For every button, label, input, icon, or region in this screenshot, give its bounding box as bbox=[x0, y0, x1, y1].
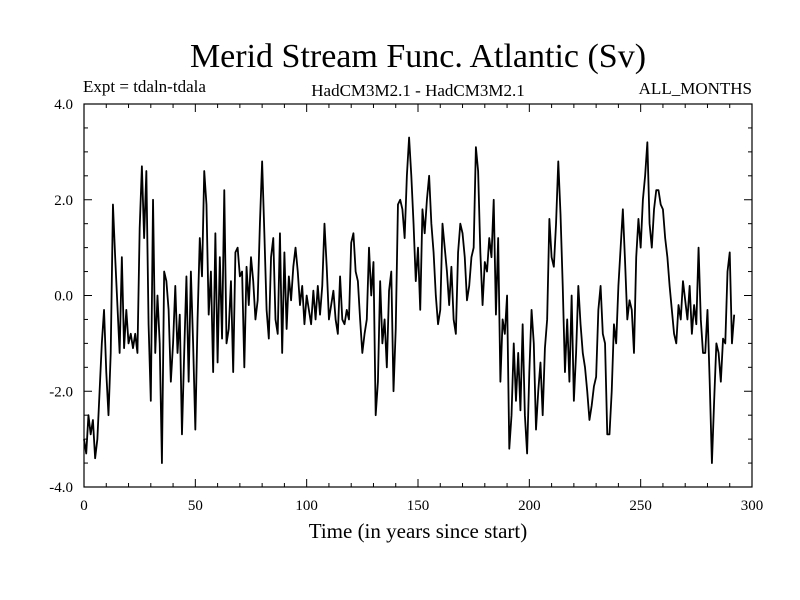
series-line bbox=[83, 136, 736, 464]
y-tick-label: 0.0 bbox=[54, 289, 73, 305]
y-tick-label: 4.0 bbox=[54, 97, 73, 113]
x-tick-label: 300 bbox=[741, 498, 764, 514]
y-tick-label: 2.0 bbox=[54, 193, 73, 209]
x-axis-label: Time (in years since start) bbox=[309, 519, 528, 543]
x-axis-tick-labels: 0 50 100 150 200 250 300 bbox=[80, 498, 763, 514]
y-tick-label: -4.0 bbox=[49, 480, 73, 496]
x-tick-label: 250 bbox=[629, 498, 652, 514]
chart-subtitle-right: ALL_MONTHS bbox=[639, 79, 752, 98]
x-tick-label: 150 bbox=[407, 498, 430, 514]
chart-subtitle-center: HadCM3M2.1 - HadCM3M2.1 bbox=[311, 81, 524, 100]
axis-ticks bbox=[83, 103, 753, 488]
x-tick-label: 0 bbox=[80, 498, 88, 514]
chart-subtitle-left: Expt = tdaln-tdala bbox=[83, 77, 206, 96]
x-tick-label: 200 bbox=[518, 498, 541, 514]
x-tick-label: 100 bbox=[295, 498, 318, 514]
y-axis-tick-labels: -4.0 -2.0 0.0 2.0 4.0 bbox=[49, 97, 73, 496]
y-tick-label: -2.0 bbox=[49, 384, 73, 400]
x-tick-label: 50 bbox=[188, 498, 203, 514]
chart-title: Merid Stream Func. Atlantic (Sv) bbox=[190, 38, 646, 75]
